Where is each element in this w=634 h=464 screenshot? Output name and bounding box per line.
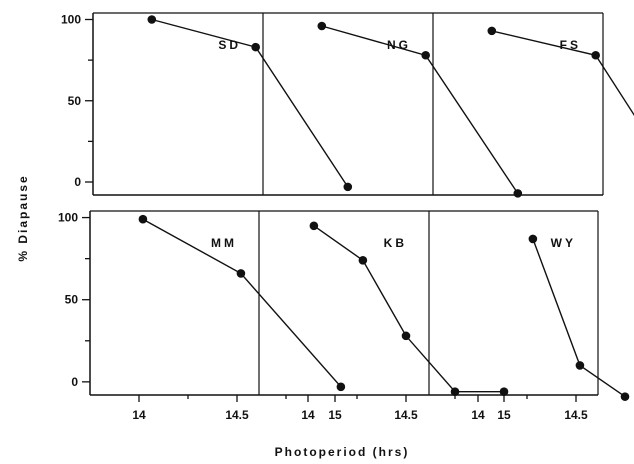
y-axis-title: % Diapause [16, 174, 30, 261]
y-tick-label-row1: 50 [68, 94, 82, 108]
data-point-ng [421, 50, 430, 60]
data-point-mm [236, 269, 246, 278]
data-point-fs [591, 50, 600, 60]
series-line-fs [491, 30, 634, 117]
x-tick-label: 15 [328, 408, 342, 422]
panel-sd: SD [147, 15, 353, 192]
data-point-ng [513, 189, 523, 198]
panel-label-kb: KB [384, 236, 407, 250]
x-axis-title: Photoperiod (hrs) [275, 445, 410, 459]
data-point-wy [528, 234, 538, 244]
x-tick-label: 14 [471, 408, 485, 422]
data-point-ng [317, 21, 327, 31]
panel-ng: NG [317, 21, 523, 198]
y-tick-label-row2: 100 [58, 211, 78, 225]
panel-kb: KB 14 14.5 15 [301, 221, 511, 422]
x-tick-label: 15 [497, 408, 511, 422]
x-tick-label: 14.5 [225, 408, 249, 422]
panel-label-wy: WY [551, 236, 576, 250]
panel-fs: FS [487, 26, 634, 117]
data-point-mm [138, 214, 148, 224]
data-point-sd [251, 42, 260, 52]
data-point-fs [487, 26, 497, 36]
data-point-sd [343, 182, 353, 192]
series-line-kb [313, 225, 504, 393]
data-point-sd [147, 15, 157, 24]
series-line-mm [142, 218, 342, 388]
y-tick-label-row2: 0 [71, 375, 78, 389]
data-point-wy [575, 361, 585, 370]
x-tick-label: 14.5 [564, 408, 588, 422]
data-point-kb [499, 387, 509, 397]
y-tick-label-row1: 100 [61, 13, 81, 27]
data-point-mm [336, 382, 346, 392]
panel-label-mm: MM [211, 236, 237, 250]
panel-wy: WY 14 14.5 15 [471, 234, 630, 422]
data-point-kb [358, 255, 368, 265]
series-line-wy [532, 238, 626, 398]
y-tick-label-row1: 0 [74, 175, 81, 189]
x-tick-label: 14 [132, 408, 146, 422]
series-line-sd [151, 18, 349, 188]
x-tick-label: 14 [301, 408, 315, 422]
data-point-kb [309, 221, 319, 231]
series-line-ng [321, 25, 519, 194]
y-tick-label-row2: 50 [65, 293, 79, 307]
data-point-kb [450, 387, 460, 397]
x-tick-label: 14.5 [394, 408, 418, 422]
data-point-kb [401, 331, 411, 341]
panel-mm: MM 14 14.5 15 [132, 214, 346, 422]
